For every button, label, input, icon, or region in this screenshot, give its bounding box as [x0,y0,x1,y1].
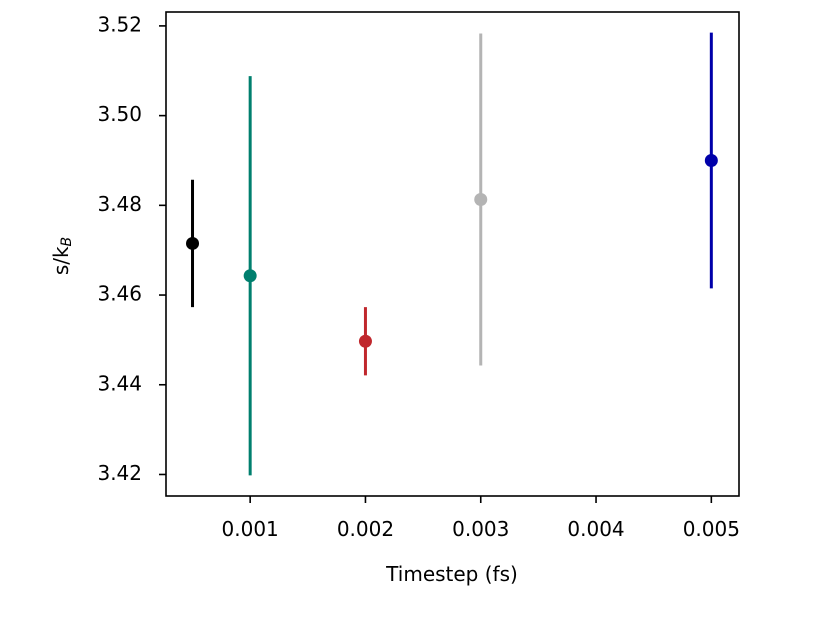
plot-area: 0.001 0.002 0.003 0.004 0.005 3.42 3.44 3.46 3.4… [97,11,740,541]
y-tick-label-1: 3.44 [97,371,142,395]
data-point-1 [243,269,257,283]
y-tick-label-2: 3.46 [97,282,142,306]
x-tick-label-4: 0.005 [683,517,740,541]
data-point-2 [358,334,372,348]
y-tick-label-0: 3.42 [97,461,142,485]
x-tick-label-1: 0.002 [337,517,394,541]
y-tick-label-3: 3.48 [97,192,142,216]
y-axis-label-subscript: B [59,237,75,247]
y-tick-label-4: 3.50 [97,102,142,126]
y-axis-label: s/kB [49,237,76,275]
svg-text:s/kB: s/kB [49,237,76,275]
y-axis-label-main: s/k [49,246,73,275]
data-point-4 [704,153,718,167]
plot-frame [165,11,740,497]
x-tick-label-0: 0.001 [222,517,279,541]
x-axis-label: Timestep (fs) [385,562,518,586]
data-point-3 [474,192,488,206]
y-tick-label-5: 3.52 [97,12,142,36]
x-tick-label-2: 0.003 [452,517,509,541]
x-tick-label-3: 0.004 [567,517,624,541]
data-point-0 [186,236,200,250]
